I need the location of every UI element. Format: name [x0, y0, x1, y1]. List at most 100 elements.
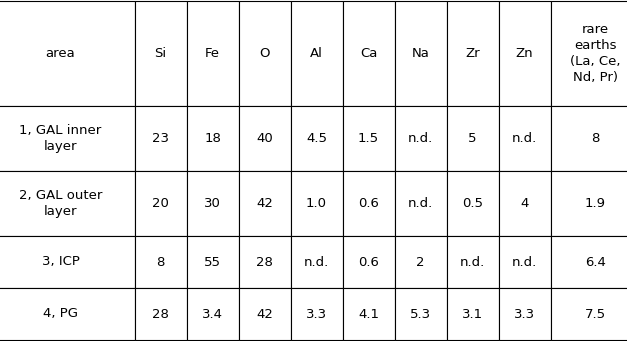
Text: n.d.: n.d.: [408, 197, 433, 210]
Text: 0.6: 0.6: [358, 255, 379, 268]
Text: 3.3: 3.3: [514, 308, 535, 321]
Bar: [186, 171, 238, 236]
Text: 2, GAL outer
layer: 2, GAL outer layer: [19, 189, 102, 218]
Bar: [446, 171, 498, 236]
Bar: [394, 106, 446, 171]
Text: 4, PG: 4, PG: [43, 308, 78, 321]
Text: 6.4: 6.4: [585, 255, 606, 268]
Bar: [238, 288, 290, 340]
Text: 8: 8: [156, 255, 165, 268]
Text: 30: 30: [204, 197, 221, 210]
Bar: [135, 236, 186, 288]
Bar: [290, 1, 342, 106]
Bar: [186, 236, 238, 288]
Text: n.d.: n.d.: [460, 255, 485, 268]
Bar: [290, 171, 342, 236]
Text: 42: 42: [256, 308, 273, 321]
Bar: [498, 236, 551, 288]
Text: n.d.: n.d.: [408, 132, 433, 145]
Text: 23: 23: [152, 132, 169, 145]
Bar: [135, 1, 186, 106]
Text: 1, GAL inner
layer: 1, GAL inner layer: [19, 124, 102, 153]
Bar: [551, 171, 627, 236]
Text: 20: 20: [152, 197, 169, 210]
Text: 1.5: 1.5: [358, 132, 379, 145]
Text: Si: Si: [154, 47, 167, 60]
Bar: [186, 1, 238, 106]
Bar: [394, 288, 446, 340]
Bar: [446, 106, 498, 171]
Bar: [394, 236, 446, 288]
Text: 3.4: 3.4: [202, 308, 223, 321]
Text: 0.6: 0.6: [358, 197, 379, 210]
Bar: [498, 1, 551, 106]
Text: 2: 2: [416, 255, 424, 268]
Text: 4: 4: [520, 197, 529, 210]
Bar: [551, 288, 627, 340]
Bar: [446, 236, 498, 288]
Text: 18: 18: [204, 132, 221, 145]
Text: 3, ICP: 3, ICP: [41, 255, 80, 268]
Bar: [342, 106, 394, 171]
Text: 7.5: 7.5: [585, 308, 606, 321]
Bar: [342, 236, 394, 288]
Bar: [342, 288, 394, 340]
Bar: [135, 106, 186, 171]
Text: 4.1: 4.1: [358, 308, 379, 321]
Bar: [342, 1, 394, 106]
Bar: [290, 288, 342, 340]
Bar: [498, 106, 551, 171]
Text: 42: 42: [256, 197, 273, 210]
Text: n.d.: n.d.: [512, 132, 537, 145]
Text: Zn: Zn: [515, 47, 534, 60]
Bar: [186, 106, 238, 171]
Bar: [135, 288, 186, 340]
Bar: [0, 288, 135, 340]
Bar: [0, 236, 135, 288]
Bar: [446, 288, 498, 340]
Text: 5: 5: [468, 132, 477, 145]
Bar: [135, 171, 186, 236]
Bar: [498, 288, 551, 340]
Bar: [290, 106, 342, 171]
Text: rare
earths
(La, Ce,
Nd, Pr): rare earths (La, Ce, Nd, Pr): [570, 23, 621, 84]
Bar: [186, 288, 238, 340]
Bar: [290, 236, 342, 288]
Text: 1.9: 1.9: [585, 197, 606, 210]
Text: 0.5: 0.5: [462, 197, 483, 210]
Bar: [551, 236, 627, 288]
Bar: [551, 1, 627, 106]
Text: Ca: Ca: [360, 47, 377, 60]
Text: Zr: Zr: [465, 47, 480, 60]
Text: n.d.: n.d.: [304, 255, 329, 268]
Text: Na: Na: [411, 47, 429, 60]
Text: 28: 28: [152, 308, 169, 321]
Bar: [238, 106, 290, 171]
Text: 5.3: 5.3: [410, 308, 431, 321]
Text: 8: 8: [591, 132, 599, 145]
Text: 40: 40: [256, 132, 273, 145]
Text: n.d.: n.d.: [512, 255, 537, 268]
Bar: [238, 236, 290, 288]
Bar: [0, 171, 135, 236]
Bar: [342, 171, 394, 236]
Text: 1.0: 1.0: [306, 197, 327, 210]
Text: 3.1: 3.1: [462, 308, 483, 321]
Text: area: area: [46, 47, 75, 60]
Text: 28: 28: [256, 255, 273, 268]
Bar: [394, 171, 446, 236]
Text: 3.3: 3.3: [306, 308, 327, 321]
Bar: [238, 171, 290, 236]
Text: 55: 55: [204, 255, 221, 268]
Bar: [446, 1, 498, 106]
Bar: [0, 1, 135, 106]
Bar: [0, 106, 135, 171]
Bar: [238, 1, 290, 106]
Text: O: O: [259, 47, 270, 60]
Bar: [551, 106, 627, 171]
Text: Al: Al: [310, 47, 323, 60]
Bar: [498, 171, 551, 236]
Bar: [394, 1, 446, 106]
Text: 4.5: 4.5: [306, 132, 327, 145]
Text: Fe: Fe: [205, 47, 220, 60]
